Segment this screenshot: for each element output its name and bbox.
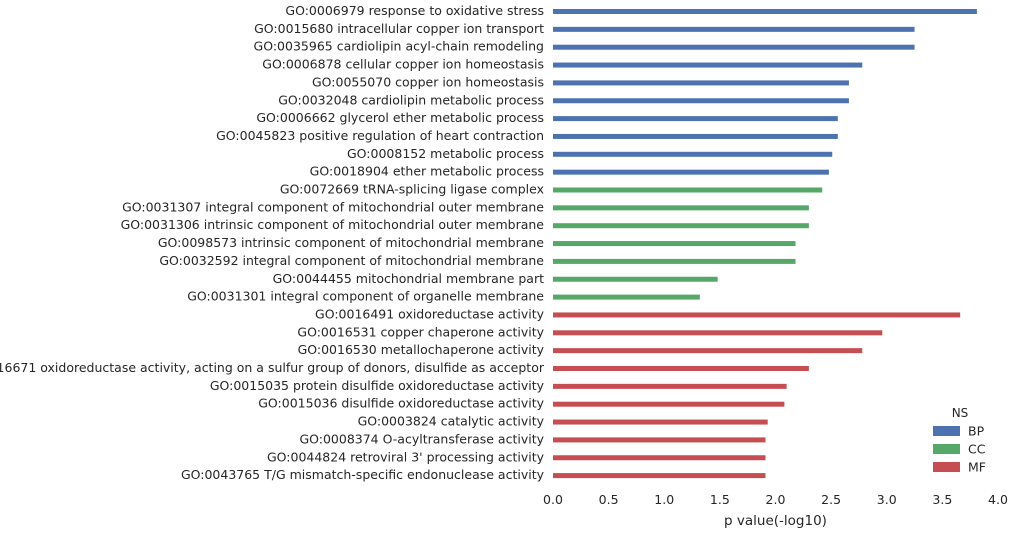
x-tick-labels: 0.0 0.5 1.0 1.5 2.0 2.5 3.0 3.5 4.0 xyxy=(543,492,1008,507)
bar-1 xyxy=(553,9,977,14)
bar-26 xyxy=(553,455,766,461)
category-label: GO:0045823 positive regulation of heart … xyxy=(216,128,544,143)
x-tick-label: 4.0 xyxy=(988,492,1008,507)
bar-21 xyxy=(553,366,809,371)
x-tick-label: 2.5 xyxy=(821,492,841,507)
category-label: GO:0008152 metabolic process xyxy=(347,146,544,161)
category-label: GO:0016491 oxidoreductase activity xyxy=(315,306,545,321)
bar-11 xyxy=(553,187,823,193)
category-label: GO:0016671 oxidoreductase activity, acti… xyxy=(0,360,545,375)
category-label: GO:0032592 integral component of mitocho… xyxy=(159,253,544,268)
legend-label-bp: BP xyxy=(968,424,985,439)
bar-14 xyxy=(553,241,796,247)
category-label: GO:0006979 response to oxidative stress xyxy=(285,3,544,18)
category-label: GO:0072669 tRNA-splicing ligase complex xyxy=(280,182,544,197)
category-label: GO:0018904 ether metabolic process xyxy=(310,164,544,179)
category-label: GO:0044824 retroviral 3' processing acti… xyxy=(267,449,545,464)
category-label: GO:0015036 disulfide oxidoreductase acti… xyxy=(258,396,544,411)
category-label: GO:0003824 catalytic activity xyxy=(358,414,545,429)
x-axis-label: p value(-log10) xyxy=(724,513,827,529)
bar-5 xyxy=(553,80,849,86)
x-tick-label: 3.5 xyxy=(932,492,952,507)
bar-15 xyxy=(553,258,796,264)
bar-24 xyxy=(553,419,768,425)
legend-label-cc: CC xyxy=(968,442,986,457)
bar-18 xyxy=(553,312,961,318)
category-label: GO:0008374 O-acyltransferase activity xyxy=(299,431,544,446)
bar-19 xyxy=(553,330,883,336)
category-label: GO:0031301 integral component of organel… xyxy=(187,289,544,304)
legend-swatch-bp xyxy=(933,426,960,436)
category-label: GO:0015680 intracellular copper ion tran… xyxy=(254,21,544,36)
legend-swatch-cc xyxy=(933,444,960,454)
category-label: GO:0016530 metallochaperone activity xyxy=(298,342,545,357)
bars-layer xyxy=(553,9,977,479)
bar-7 xyxy=(553,116,838,122)
category-label: GO:0031307 integral component of mitocho… xyxy=(122,199,544,214)
category-label: GO:0006878 cellular copper ion homeostas… xyxy=(262,57,544,72)
category-label: GO:0015035 protein disulfide oxidoreduct… xyxy=(210,378,545,393)
bar-2 xyxy=(553,26,915,32)
bar-9 xyxy=(553,151,833,157)
bar-13 xyxy=(553,223,809,229)
legend-label-mf: MF xyxy=(968,460,986,475)
x-tick-label: 3.0 xyxy=(877,492,897,507)
bar-23 xyxy=(553,401,785,407)
x-tick-label: 1.5 xyxy=(710,492,730,507)
category-label: GO:0055070 copper ion homeostasis xyxy=(312,74,544,89)
category-label: GO:0043765 T/G mismatch-specific endonuc… xyxy=(181,467,545,482)
bar-27 xyxy=(553,473,766,479)
category-label: GO:0035965 cardiolipin acyl-chain remode… xyxy=(254,39,544,54)
category-label: GO:0098573 intrinsic component of mitoch… xyxy=(158,235,544,250)
bar-10 xyxy=(553,169,829,175)
bar-17 xyxy=(553,294,700,300)
bar-22 xyxy=(553,383,787,389)
x-tick-label: 2.0 xyxy=(766,492,786,507)
category-label: GO:0044455 mitochondrial membrane part xyxy=(273,271,544,286)
x-tick-label: 1.0 xyxy=(654,492,674,507)
bar-6 xyxy=(553,98,849,104)
bar-16 xyxy=(553,276,718,282)
bar-8 xyxy=(553,133,838,139)
bar-20 xyxy=(553,348,863,354)
category-label: GO:0032048 cardiolipin metabolic process xyxy=(278,92,544,107)
legend-title: NS xyxy=(952,406,969,420)
x-tick-label: 0.0 xyxy=(543,492,563,507)
bar-25 xyxy=(553,437,766,443)
category-labels: GO:0006979 response to oxidative stress G… xyxy=(0,3,545,482)
bar-3 xyxy=(553,44,915,50)
bar-4 xyxy=(553,62,863,68)
category-label: GO:0016531 copper chaperone activity xyxy=(297,324,544,339)
category-label: GO:0006662 glycerol ether metabolic proc… xyxy=(256,110,544,125)
x-tick-label: 0.5 xyxy=(599,492,619,507)
category-label: GO:0031306 intrinsic component of mitoch… xyxy=(121,217,545,232)
legend: NS BP CC MF xyxy=(933,406,986,475)
legend-swatch-mf xyxy=(933,462,960,472)
bar-12 xyxy=(553,205,809,211)
